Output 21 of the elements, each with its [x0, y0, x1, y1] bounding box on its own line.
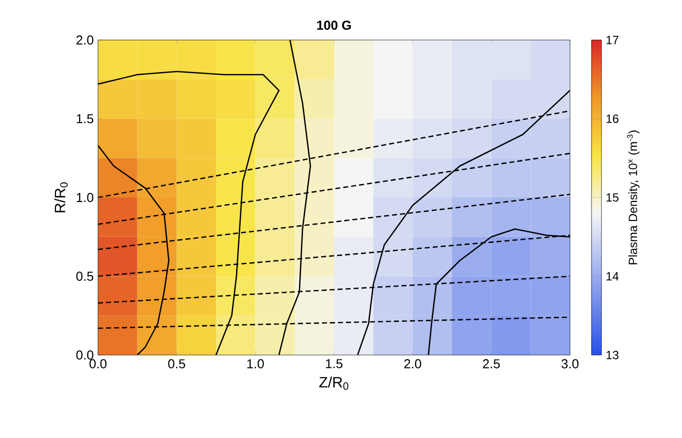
- y-tick-label: 1.5: [76, 114, 94, 124]
- x-axis-title: Z/R$_{0}$: [319, 376, 348, 390]
- x-tick-label: 1.5: [326, 359, 342, 368]
- x-tick-label: 2.0: [404, 359, 422, 368]
- y-tick-label: 2.0: [76, 35, 94, 45]
- y-axis-title: R/R$_{0}$: [54, 182, 68, 212]
- x-tick-label: 1.0: [247, 359, 264, 368]
- y-tick-label: 0.0: [76, 350, 94, 360]
- color-bar-label: 15: [606, 193, 618, 202]
- x-tick-label: 3.0: [562, 359, 579, 368]
- y-tick-label: 1.0: [76, 192, 94, 202]
- x-tick-label: 2.5: [482, 359, 500, 368]
- color-bar-title: Plasma Density, 10$^{x}$ (m$^{-3}$): [627, 130, 640, 264]
- y-tick-label: 0.5: [76, 272, 94, 281]
- color-bar-label: 17: [606, 36, 618, 44]
- color-bar-label: 14: [606, 272, 619, 280]
- x-tick-label: 0.0: [90, 359, 107, 368]
- color-bar-label: 13: [606, 350, 618, 360]
- color-bar-label: 16: [606, 114, 618, 123]
- x-tick-label: 0.5: [168, 359, 186, 368]
- chart-title: 100 G: [317, 20, 351, 30]
